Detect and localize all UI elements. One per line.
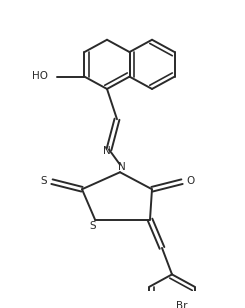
Text: O: O <box>186 176 194 186</box>
Text: S: S <box>90 221 96 231</box>
Text: N: N <box>118 161 126 172</box>
Text: Br: Br <box>176 301 187 308</box>
Text: HO: HO <box>33 71 49 81</box>
Text: N: N <box>103 146 111 156</box>
Text: S: S <box>41 176 47 186</box>
